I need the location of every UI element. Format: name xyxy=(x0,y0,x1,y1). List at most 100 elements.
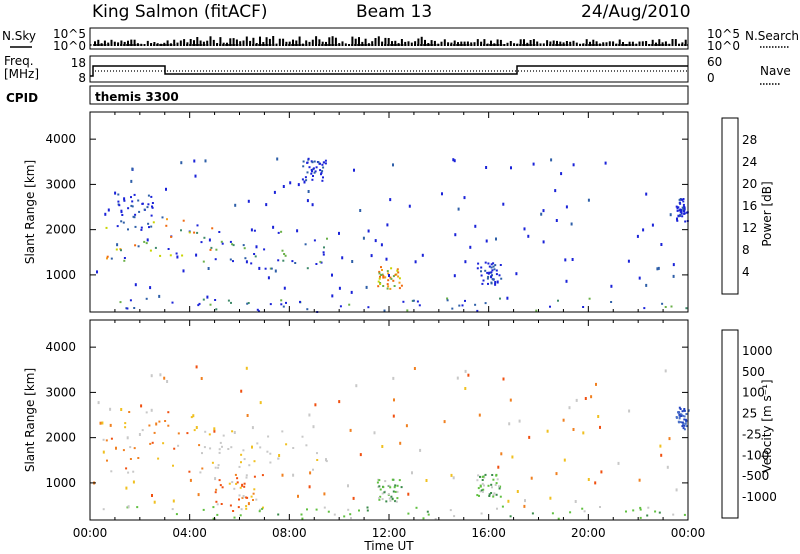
scatter-cell xyxy=(380,266,382,269)
scatter-cell xyxy=(106,255,109,258)
scatter-cell xyxy=(212,517,215,520)
scatter-cell xyxy=(229,240,232,243)
sky-count-bar xyxy=(305,40,308,46)
scatter-cell xyxy=(291,260,294,263)
scatter-cell xyxy=(306,308,309,311)
scatter-cell xyxy=(215,488,218,491)
scatter-cell xyxy=(490,266,493,269)
scatter-cell xyxy=(491,486,493,489)
scatter-cell xyxy=(679,198,682,201)
scatter-cell xyxy=(306,508,308,511)
sky-count-bar xyxy=(476,39,479,46)
scatter-cell xyxy=(678,421,680,424)
scatter-cell xyxy=(666,465,669,469)
scatter-cell xyxy=(384,480,387,483)
sky-count-bar xyxy=(318,39,321,46)
scatter-cell xyxy=(554,189,557,193)
scatter-cell xyxy=(498,274,501,277)
scatter-cell xyxy=(350,517,352,520)
scatter-cell xyxy=(392,279,395,282)
scatter-cell xyxy=(331,273,333,277)
scatter-cell xyxy=(378,497,381,499)
sky-count-bar xyxy=(490,40,492,46)
scatter-cell xyxy=(491,269,494,272)
scatter-cell xyxy=(656,267,659,271)
scatter-cell xyxy=(494,281,497,283)
scatter-cell xyxy=(221,445,223,448)
scatter-cell xyxy=(302,160,305,163)
sky-count-bar xyxy=(325,41,327,46)
scatter-cell xyxy=(464,299,466,302)
sky-count-bar xyxy=(671,39,674,46)
scatter-cell xyxy=(632,509,635,512)
scatter-cell xyxy=(387,279,390,282)
scatter-cell xyxy=(309,471,312,475)
nave-tick-low: 0 xyxy=(707,71,715,85)
scatter-cell xyxy=(126,307,129,310)
colorbar-tick-label: 4 xyxy=(742,265,750,279)
scatter-cell xyxy=(425,479,428,482)
scatter-cell xyxy=(584,397,587,400)
scatter-cell xyxy=(167,248,170,250)
cpid-frame xyxy=(89,85,689,105)
scatter-cell xyxy=(582,431,585,435)
scatter-cell xyxy=(153,500,156,504)
scatter-cell xyxy=(499,297,501,300)
scatter-cell xyxy=(358,509,360,512)
scatter-cell xyxy=(555,219,558,222)
scatter-cell xyxy=(215,308,218,311)
scatter-cell xyxy=(233,487,236,490)
scatter-cell xyxy=(527,234,530,238)
scatter-cell xyxy=(250,228,253,232)
scatter-cell xyxy=(306,171,309,174)
sky-count-bar xyxy=(397,43,400,46)
scatter-cell xyxy=(175,252,178,255)
scatter-cell xyxy=(218,451,221,454)
scatter-cell xyxy=(301,435,304,438)
scatter-cell xyxy=(188,231,191,234)
sky-count-bar xyxy=(417,38,420,46)
sky-count-bar xyxy=(592,39,595,46)
scatter-cell xyxy=(158,294,161,298)
scatter-cell xyxy=(407,492,410,496)
power-axis-ticks: 1000 2000 3000 4000 xyxy=(45,112,689,312)
scatter-cell xyxy=(676,207,679,210)
scatter-cell xyxy=(206,295,209,299)
sky-count-bar xyxy=(473,42,476,46)
ytick-label: 1000 xyxy=(45,476,76,490)
scatter-cell xyxy=(214,258,217,261)
scatter-cell xyxy=(681,206,684,209)
scatter-cell xyxy=(386,223,389,227)
sky-count-bar xyxy=(120,40,123,46)
scatter-cell xyxy=(258,266,261,270)
scatter-cell xyxy=(677,412,680,415)
scatter-cell xyxy=(638,478,641,482)
scatter-cell xyxy=(456,376,459,380)
scatter-cell xyxy=(681,425,684,428)
scatter-cell xyxy=(493,492,496,495)
scatter-cell xyxy=(321,179,324,182)
sky-count-bar xyxy=(321,41,324,46)
sky-count-bar xyxy=(110,39,113,46)
sky-count-bar xyxy=(272,36,275,46)
scatter-cell xyxy=(679,421,682,424)
sky-count-bar xyxy=(186,42,189,46)
scatter-cell xyxy=(246,414,249,417)
date-title: 24/Aug/2010 xyxy=(581,2,691,22)
scatter-cell xyxy=(387,285,390,288)
scatter-cell xyxy=(315,166,318,169)
scatter-cell xyxy=(137,199,140,202)
scatter-cell xyxy=(243,482,246,485)
sky-count-bar xyxy=(295,40,298,46)
scatter-cell xyxy=(492,278,495,281)
freq-nave-frame xyxy=(89,55,689,83)
scatter-cell xyxy=(682,203,685,206)
scatter-cell xyxy=(220,503,223,505)
scatter-cell xyxy=(394,484,397,487)
scatter-cell xyxy=(350,290,353,294)
sky-count-bar xyxy=(400,39,403,46)
scatter-cell xyxy=(236,477,239,480)
scatter-cell xyxy=(377,280,380,283)
scatter-cell xyxy=(646,514,649,517)
